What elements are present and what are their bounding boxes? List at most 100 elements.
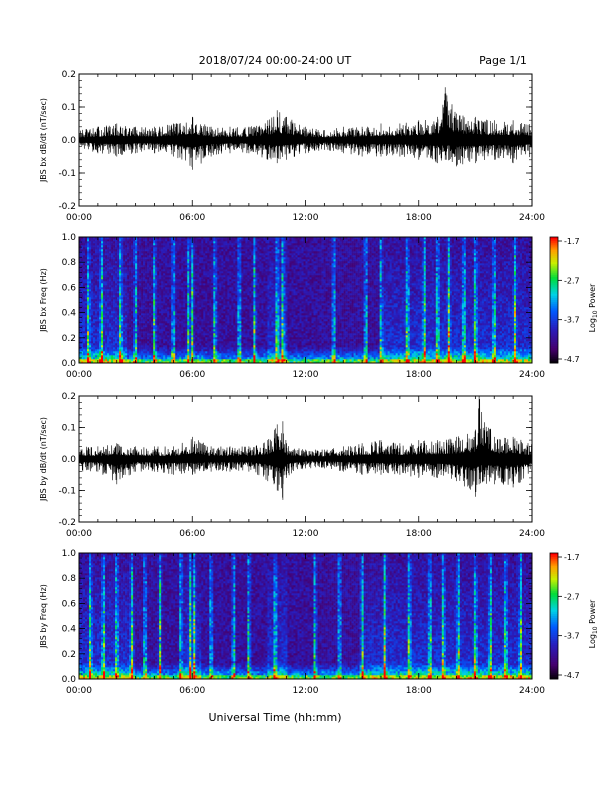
spectrogram-cell [109, 359, 112, 362]
spectrogram-cell [117, 351, 120, 354]
spectrogram-cell [101, 257, 104, 260]
spectrogram-cell [209, 315, 212, 318]
spectrogram-cell [107, 359, 110, 362]
spectrogram-cell [139, 343, 142, 346]
spectrogram-cell [137, 249, 140, 252]
spectrogram-cell [101, 293, 104, 296]
spectrogram-cell [179, 353, 182, 356]
spectrogram-cell [143, 261, 146, 264]
spectrogram-cell [85, 287, 88, 290]
spectrogram-cell [113, 315, 116, 318]
spectrogram-cell [233, 347, 236, 350]
spectrogram-cell [155, 353, 158, 356]
spectrogram-cell [233, 311, 236, 314]
spectrogram-cell [195, 269, 198, 272]
spectrogram-cell [177, 353, 180, 356]
spectrogram-cell [131, 285, 134, 288]
spectrogram-cell [129, 259, 132, 262]
spectrogram-cell [155, 313, 158, 316]
spectrogram-cell [137, 313, 140, 316]
spectrogram-cell [91, 253, 94, 256]
spectrogram-cell [119, 309, 122, 312]
spectrogram-cell [97, 311, 100, 314]
spectrogram-cell [225, 341, 228, 344]
spectrogram-cell [211, 279, 214, 282]
spectrogram-cell [107, 265, 110, 268]
spectrogram-cell [129, 359, 132, 362]
spectrogram-cell [85, 361, 88, 364]
spectrogram-cell [205, 327, 208, 330]
spectrogram-cell [155, 359, 158, 362]
spectrogram-cell [111, 249, 114, 252]
spectrogram-cell [233, 337, 236, 340]
spectrogram-cell [143, 279, 146, 282]
spectrogram-cell [123, 325, 126, 328]
spectrogram-cell [123, 321, 126, 324]
spectrogram-cell [123, 247, 126, 250]
spectrogram-cell [179, 341, 182, 344]
spectrogram-cell [147, 263, 150, 266]
spectrogram-cell [147, 241, 150, 244]
spectrogram-cell [143, 317, 146, 320]
spectrogram-cell [219, 245, 222, 248]
spectrogram-cell [145, 327, 148, 330]
spectrogram-cell [175, 279, 178, 282]
spectrogram-cell [143, 333, 146, 336]
spectrogram-cell [155, 293, 158, 296]
spectrogram-cell [129, 303, 132, 306]
spectrogram-cell [125, 245, 128, 248]
spectrogram-cell [211, 277, 214, 280]
spectrogram-cell [205, 359, 208, 362]
spectrogram-cell [93, 279, 96, 282]
spectrogram-cell [133, 293, 136, 296]
spectrogram-cell [187, 359, 190, 362]
spectrogram-cell [157, 287, 160, 290]
spectrogram-cell [201, 331, 204, 334]
spectrogram-cell [91, 281, 94, 284]
y-tick-label: 0.1 [62, 103, 76, 113]
spectrogram-cell [223, 247, 226, 250]
spectrogram-cell [129, 323, 132, 326]
spectrogram-cell [127, 279, 130, 282]
spectrogram-cell [167, 351, 170, 354]
spectrogram-cell [179, 307, 182, 310]
spectrogram-cell [79, 351, 82, 354]
spectrogram-cell [147, 357, 150, 360]
spectrogram-cell [157, 317, 160, 320]
spectrogram-cell [147, 265, 150, 268]
spectrogram-cell [173, 261, 176, 264]
spectrogram-cell [123, 267, 126, 270]
spectrogram-cell [181, 263, 184, 266]
spectrogram-cell [179, 357, 182, 360]
spectrogram-cell [205, 247, 208, 250]
spectrogram-cell [155, 355, 158, 358]
spectrogram-cell [101, 253, 104, 256]
spectrogram-cell [149, 359, 152, 362]
spectrogram-cell [189, 281, 192, 284]
spectrogram-cell [209, 245, 212, 248]
spectrogram-cell [89, 339, 92, 342]
spectrogram-cell [127, 285, 130, 288]
spectrogram-cell [79, 285, 82, 288]
spectrogram-cell [91, 295, 94, 298]
spectrogram-cell [205, 239, 208, 242]
spectrogram-cell [105, 307, 108, 310]
spectrogram-cell [221, 355, 224, 358]
spectrogram-cell [119, 259, 122, 262]
spectrogram-cell [103, 261, 106, 264]
spectrogram-cell [91, 257, 94, 260]
spectrogram-cell [215, 269, 218, 272]
spectrogram-cell [165, 317, 168, 320]
spectrogram-cell [203, 299, 206, 302]
spectrogram-cell [125, 347, 128, 350]
spectrogram-cell [175, 317, 178, 320]
spectrogram-cell [201, 335, 204, 338]
spectrogram-cell [171, 305, 174, 308]
spectrogram-cell [183, 337, 186, 340]
spectrogram-cell [223, 263, 226, 266]
spectrogram-cell [181, 291, 184, 294]
spectrogram-cell [207, 241, 210, 244]
spectrogram-cell [111, 331, 114, 334]
spectrogram-cell [229, 241, 232, 244]
spectrogram-cell [217, 303, 220, 306]
